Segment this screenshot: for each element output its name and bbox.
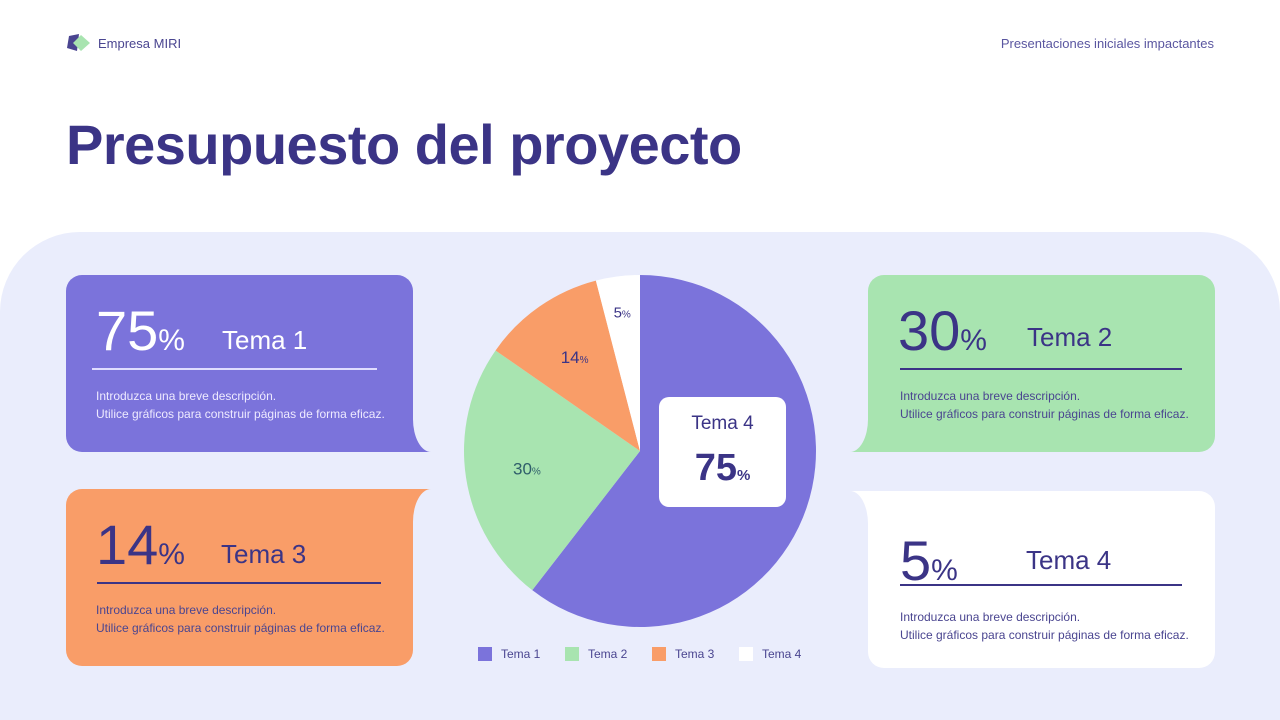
card-topic: Tema 2 (1027, 322, 1113, 352)
card-tail (850, 491, 872, 531)
divider (97, 582, 381, 584)
card-tail (409, 412, 431, 452)
card-topic: Tema 4 (1026, 545, 1112, 575)
chart-tooltip: Tema 4 75% (659, 397, 786, 507)
card-tail (850, 412, 872, 452)
tagline: Presentaciones iniciales impactantes (1000, 36, 1214, 51)
pie-slice-3[interactable] (495, 280, 640, 451)
card-tema-1: 75% Tema 1 Introduzca una breve descripc… (66, 275, 413, 452)
card-topic: Tema 3 (221, 539, 307, 569)
legend-item: Tema 1 (478, 647, 565, 661)
card-value: 5% (900, 529, 958, 592)
legend-swatch (652, 647, 666, 661)
pie-slice-2[interactable] (463, 350, 640, 591)
card-value: 14% (96, 513, 185, 576)
divider (900, 584, 1182, 586)
card-topic: Tema 1 (222, 325, 308, 355)
card-value: 30% (898, 299, 987, 362)
legend-item: Tema 2 (565, 647, 652, 661)
brand-name: Empresa MIRI (98, 35, 182, 51)
tooltip-value: 75% (694, 447, 751, 489)
brand-logo: Empresa MIRI (66, 33, 181, 53)
card-description: Introduzca una breve descripción. Utilice… (96, 603, 385, 635)
card-tema-3: 14% Tema 3 Introduzca una breve descripc… (66, 489, 413, 666)
logo-icon (67, 34, 90, 51)
page-title: Presupuesto del proyecto (66, 113, 742, 176)
chart-legend: Tema 1 Tema 2 Tema 3 Tema 4 (478, 647, 826, 661)
card-description: Introduzca una breve descripción. Utilice… (900, 389, 1189, 421)
legend-swatch (478, 647, 492, 661)
legend-item: Tema 4 (739, 647, 826, 661)
legend-swatch (739, 647, 753, 661)
card-tema-4: 5% Tema 4 Introduzca una breve descripci… (868, 491, 1215, 668)
card-description: Introduzca una breve descripción. Utilice… (900, 610, 1189, 642)
card-tail (409, 489, 431, 529)
card-tema-2: 30% Tema 2 Introduzca una breve descripc… (868, 275, 1215, 452)
legend-swatch (565, 647, 579, 661)
divider (92, 368, 377, 370)
divider (900, 368, 1182, 370)
legend-item: Tema 3 (652, 647, 739, 661)
tooltip-label: Tema 4 (691, 413, 754, 434)
pie-data-label: 5% (614, 304, 631, 321)
pie-slice-4[interactable] (595, 275, 640, 451)
card-description: Introduzca una breve descripción. Utilice… (96, 389, 385, 421)
card-value: 75% (96, 299, 185, 362)
